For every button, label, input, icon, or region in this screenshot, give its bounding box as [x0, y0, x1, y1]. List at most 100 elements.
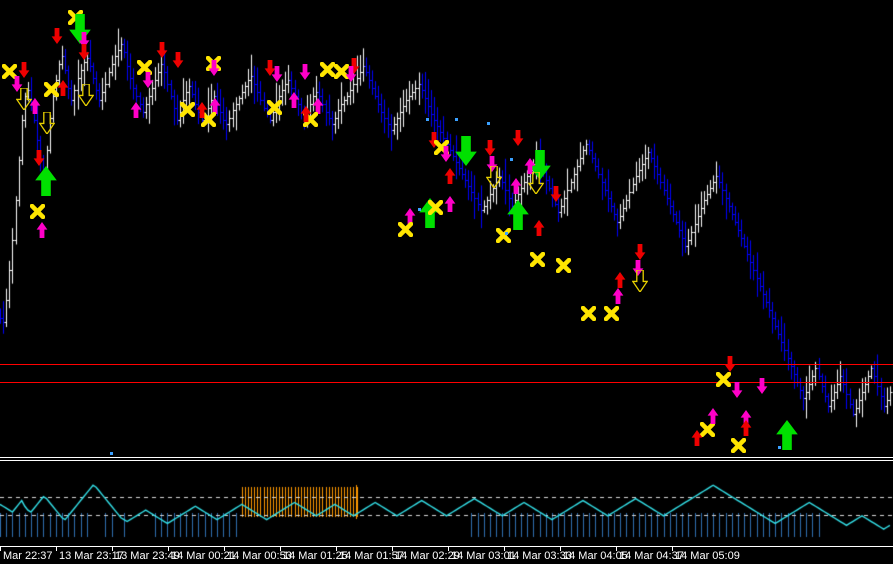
magenta-up-arrow	[612, 288, 624, 304]
magenta-up-arrow	[29, 98, 41, 114]
red-up-arrow	[533, 220, 545, 236]
cyan-dot-marker	[426, 118, 429, 121]
yellow-x-marker	[44, 82, 59, 97]
time-label-2: 13 Mar 23:49	[115, 550, 180, 562]
magenta-down-arrow	[440, 146, 452, 162]
magenta-down-arrow	[78, 32, 90, 48]
yellow-x-marker	[180, 102, 195, 117]
magenta-up-arrow	[209, 98, 221, 114]
green-up-arrow	[506, 200, 530, 230]
red-up-arrow	[196, 102, 208, 118]
cyan-dot-marker	[510, 158, 513, 161]
time-tick-11	[616, 546, 617, 551]
red-up-arrow	[444, 168, 456, 184]
resistance-line-lower[interactable]	[0, 382, 893, 383]
time-axis-line	[0, 546, 893, 547]
time-tick-6	[336, 546, 337, 551]
time-tick-2	[112, 546, 113, 551]
red-down-arrow	[512, 130, 524, 146]
magenta-down-arrow	[731, 382, 743, 398]
magenta-down-arrow	[756, 378, 768, 394]
yellow-outline-down-arrow	[486, 166, 502, 188]
red-down-arrow	[634, 244, 646, 260]
magenta-up-arrow	[312, 98, 324, 114]
price-chart-pane[interactable]	[0, 0, 893, 458]
time-tick-8	[448, 546, 449, 551]
red-down-arrow	[484, 140, 496, 156]
time-label-6: 14 Mar 01:57	[339, 550, 404, 562]
yellow-x-marker	[267, 100, 282, 115]
magenta-up-arrow	[404, 208, 416, 224]
yellow-outline-down-arrow	[528, 172, 544, 194]
red-down-arrow	[51, 28, 63, 44]
green-down-arrow	[454, 136, 478, 166]
magenta-up-arrow	[130, 102, 142, 118]
time-axis[interactable]: Mar 22:37 13 Mar 23:17 13 Mar 23:49 14 Mar …	[0, 546, 893, 564]
time-label-4: 14 Mar 00:53	[227, 550, 292, 562]
time-label-7: 14 Mar 02:29	[395, 550, 460, 562]
cyan-dot-marker	[110, 452, 113, 455]
resistance-line-upper[interactable]	[0, 364, 893, 365]
magenta-down-arrow	[142, 72, 154, 88]
time-label-1: 13 Mar 23:17	[59, 550, 124, 562]
yellow-x-marker	[700, 422, 715, 437]
magenta-down-arrow	[486, 156, 498, 172]
magenta-up-arrow	[740, 410, 752, 426]
cyan-dot-marker	[455, 118, 458, 121]
time-tick-10	[560, 546, 561, 551]
oscillator-canvas	[0, 463, 893, 546]
pane-divider[interactable]	[0, 457, 893, 463]
red-down-arrow	[33, 150, 45, 166]
time-tick-9	[504, 546, 505, 551]
red-down-arrow	[724, 356, 736, 372]
yellow-x-marker	[556, 258, 571, 273]
time-label-5: 14 Mar 01:25	[283, 550, 348, 562]
cyan-dot-marker	[505, 232, 508, 235]
green-up-arrow	[34, 166, 58, 196]
yellow-outline-down-arrow	[39, 112, 55, 134]
magenta-up-arrow	[510, 178, 522, 194]
divider-line-top	[0, 457, 893, 458]
magenta-up-arrow	[36, 222, 48, 238]
red-down-arrow	[78, 44, 90, 60]
red-down-arrow	[156, 42, 168, 58]
magenta-down-arrow	[632, 260, 644, 276]
green-up-arrow	[775, 420, 799, 450]
red-up-arrow	[740, 420, 752, 436]
magenta-up-arrow	[524, 158, 536, 174]
yellow-x-marker	[137, 60, 152, 75]
indicator-pane[interactable]	[0, 463, 893, 546]
magenta-down-arrow	[345, 66, 357, 82]
time-label-12: 14 Mar 05:09	[675, 550, 740, 562]
red-down-arrow	[550, 186, 562, 202]
magenta-down-arrow	[208, 60, 220, 76]
red-down-arrow	[172, 52, 184, 68]
magenta-up-arrow	[444, 196, 456, 212]
yellow-x-marker	[530, 252, 545, 267]
magenta-down-arrow	[299, 64, 311, 80]
red-up-arrow	[300, 106, 312, 122]
yellow-x-marker	[334, 64, 349, 79]
yellow-x-marker	[581, 306, 596, 321]
magenta-down-arrow	[11, 76, 23, 92]
time-tick-12	[672, 546, 673, 551]
yellow-x-marker	[731, 438, 746, 453]
magenta-up-arrow	[707, 408, 719, 424]
red-down-arrow	[264, 60, 276, 76]
time-label-8: 14 Mar 03:01	[451, 550, 516, 562]
time-tick-4	[224, 546, 225, 551]
time-tick-7	[392, 546, 393, 551]
magenta-down-arrow	[271, 66, 283, 82]
yellow-x-marker	[201, 112, 216, 127]
yellow-x-marker	[496, 228, 511, 243]
red-up-arrow	[614, 272, 626, 288]
yellow-x-marker	[320, 62, 335, 77]
yellow-outline-down-arrow	[78, 84, 94, 106]
yellow-x-marker	[2, 64, 17, 79]
divider-line-bottom	[0, 460, 893, 461]
time-tick-1	[56, 546, 57, 551]
time-label-3: 14 Mar 00:21	[171, 550, 236, 562]
yellow-outline-down-arrow	[632, 270, 648, 292]
magenta-up-arrow	[288, 92, 300, 108]
red-up-arrow	[57, 80, 69, 96]
